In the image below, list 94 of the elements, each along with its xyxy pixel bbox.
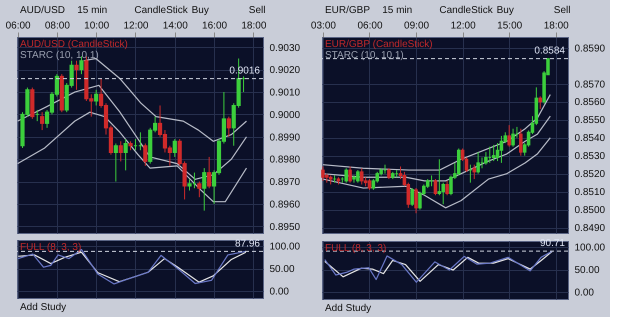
candlestick (356, 170, 360, 184)
candlestick (114, 143, 118, 182)
candlestick (456, 148, 460, 176)
y-tick-label: 0.8590 (574, 43, 606, 54)
text: Sell (248, 5, 266, 16)
y-tick-label: 0.8980 (270, 154, 301, 166)
x-tick-label: 10:00 (84, 20, 110, 32)
candlestick (94, 89, 98, 106)
y-tick-label: 0.00 (270, 286, 290, 298)
candlestick (118, 140, 123, 162)
y-tick-label: 0.8970 (270, 177, 301, 188)
candlestick (172, 138, 177, 158)
candlestick (344, 168, 348, 184)
line-series (322, 94, 551, 171)
y-tick-label: 0.8560 (574, 97, 606, 108)
y-tick-label: 0.8960 (270, 199, 301, 210)
x-tick-label: 12:00 (450, 20, 476, 32)
candlestick (124, 138, 128, 171)
x-tick-label: 06:00 (357, 20, 383, 32)
candlestick (197, 181, 202, 198)
y-tick-label: 0.00 (574, 288, 594, 299)
candlestick (507, 124, 511, 148)
x-tick-label: 15:00 (497, 20, 523, 32)
text: EUR/GBP (325, 5, 370, 16)
candlestick (226, 116, 231, 138)
text: Add Study (325, 303, 372, 314)
y-tick-label: 0.9030 (270, 42, 301, 54)
text: Sell (554, 5, 570, 16)
text: CandleStick (134, 5, 189, 16)
x-tick-label: 08:00 (44, 20, 70, 32)
chart-title: AUD/USD (CandleStick) (20, 39, 128, 50)
x-tick-label: 03:00 (310, 20, 336, 32)
candlestick (187, 178, 192, 191)
candlestick (449, 174, 453, 196)
candlestick (207, 156, 212, 189)
y-tick-label: 0.8520 (574, 169, 606, 180)
candlestick (445, 180, 449, 196)
ref-line-label: 0.8584 (534, 46, 566, 57)
candlestick (538, 96, 542, 110)
candlestick (500, 135, 504, 164)
candlestick (492, 144, 496, 162)
candlestick (484, 152, 488, 166)
candlestick (143, 143, 148, 166)
x-tick-label: 16:00 (202, 20, 228, 32)
candlestick (519, 128, 523, 156)
line-series (322, 137, 551, 208)
candlestick (74, 60, 79, 90)
text: STARC (10, 10,1) (20, 50, 99, 61)
y-tick-label: 0.8570 (574, 79, 606, 90)
x-tick-label: 09:00 (404, 20, 430, 32)
candlestick (348, 166, 352, 184)
y-tick-label: 0.8530 (574, 151, 606, 162)
y-tick-label: 0.8490 (574, 223, 606, 234)
y-tick-label: 0.8990 (270, 132, 301, 144)
candlestick (321, 166, 325, 182)
x-tick-label: 06:00 (6, 20, 32, 32)
y-tick-label: 50.00 (270, 264, 295, 276)
text: AUD/USD (20, 5, 66, 16)
ref-line-label: 90.71 (540, 238, 566, 250)
candlestick (472, 164, 476, 180)
y-tick-label: 100.00 (270, 241, 301, 252)
text: CandleStick (439, 5, 494, 16)
candlestick (40, 112, 44, 131)
x-tick-label: 18:00 (544, 20, 570, 32)
text: 15 min (77, 5, 108, 16)
y-tick-label: 100.00 (574, 242, 606, 254)
candlestick (202, 168, 206, 212)
candlestick (414, 188, 418, 214)
y-tick-label: 0.9010 (270, 88, 301, 99)
candlestick (434, 178, 438, 196)
y-tick-label: 0.8510 (574, 187, 606, 198)
y-tick-label: 0.8500 (574, 205, 606, 216)
y-tick-label: 0.9020 (270, 65, 301, 76)
text: Buy (192, 5, 209, 16)
candlestick (360, 168, 364, 185)
candlestick (368, 178, 372, 190)
ref-line-label: 87.96 (234, 238, 260, 250)
candlestick (387, 168, 391, 180)
y-tick-label: 0.8950 (270, 222, 301, 233)
candlestick (476, 152, 480, 174)
candlestick (511, 128, 515, 148)
text: Buy (496, 5, 514, 16)
x-tick-label: 14:00 (162, 20, 188, 32)
y-tick-label: 0.8540 (574, 133, 606, 144)
y-tick-label: 50.00 (574, 265, 600, 276)
x-tick-label: 12:00 (123, 20, 149, 32)
text: 15 min (382, 5, 412, 16)
chart-title: EUR/GBP (CandleStick) (325, 39, 433, 50)
candlestick (410, 188, 414, 207)
x-tick-label: 18:00 (241, 20, 267, 32)
text: Add Study (20, 302, 66, 313)
y-tick-label: 0.8550 (574, 115, 606, 126)
y-tick-label: 0.9000 (270, 110, 301, 121)
chart-title: FULL (8, 3, 3) (20, 242, 82, 253)
